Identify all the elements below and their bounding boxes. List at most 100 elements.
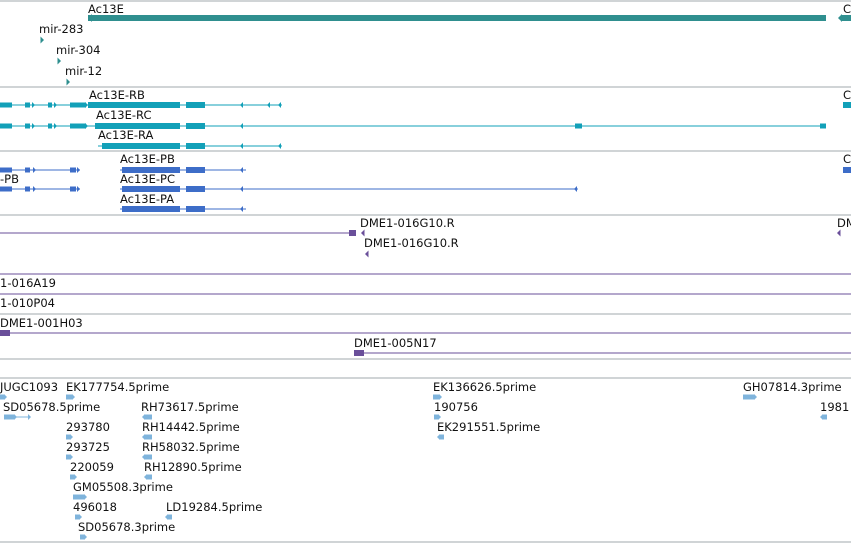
feature-label[interactable]: SD05678.5prime	[3, 400, 101, 414]
est-feature[interactable]	[75, 514, 79, 520]
feature-label[interactable]: mir-283	[39, 22, 84, 36]
feature-label[interactable]: DME1-016G10.R	[364, 236, 459, 250]
feature-label[interactable]: RH58032.5prime	[142, 440, 240, 454]
exon[interactable]	[95, 123, 180, 129]
feature-label[interactable]: LD19284.5prime	[166, 500, 263, 514]
est-feature[interactable]	[66, 454, 70, 460]
exon[interactable]	[820, 123, 826, 129]
feature-label[interactable]: C	[843, 88, 851, 102]
exon[interactable]	[186, 206, 205, 212]
feature-label[interactable]: Ac13E-RC	[96, 108, 152, 122]
exon[interactable]	[25, 167, 30, 173]
est-feature[interactable]	[147, 474, 152, 480]
feature-label[interactable]: 293725	[66, 440, 110, 454]
exon[interactable]	[70, 102, 86, 108]
feature-label[interactable]: mir-12	[65, 64, 103, 78]
exon[interactable]	[88, 102, 180, 108]
strand-arrow-left-icon	[820, 414, 823, 420]
feature-label[interactable]: Ac13E-PA	[120, 192, 175, 206]
exon[interactable]	[186, 167, 205, 173]
est-feature[interactable]	[743, 394, 754, 400]
exon[interactable]	[186, 143, 205, 149]
exon[interactable]	[0, 167, 12, 173]
feature-label[interactable]: JUGC1093	[0, 380, 59, 394]
feature-label[interactable]: RH12890.5prime	[144, 460, 242, 474]
feature-label[interactable]: Ac13E-PC	[120, 172, 176, 186]
est-feature[interactable]	[66, 394, 72, 400]
feature-label[interactable]: Ac13E-RA	[98, 128, 154, 142]
exon[interactable]	[186, 102, 205, 108]
est-feature[interactable]	[168, 514, 172, 520]
strand-arrow-left-icon	[240, 102, 243, 108]
feature-label[interactable]: 190756	[434, 400, 478, 414]
strand-arrow-right-icon	[70, 454, 73, 460]
exon[interactable]	[575, 123, 582, 129]
exon[interactable]	[70, 167, 76, 173]
feature-label[interactable]: Ac13E-PB	[120, 152, 175, 166]
exon[interactable]	[48, 102, 52, 108]
feature-label[interactable]: RH73617.5prime	[141, 400, 239, 414]
feature-label[interactable]: 1-016A19	[0, 276, 56, 290]
exon[interactable]	[25, 102, 30, 108]
est-feature[interactable]	[70, 474, 74, 480]
exon[interactable]	[122, 167, 180, 173]
feature-label[interactable]: DME1-005N17	[354, 336, 437, 350]
exon[interactable]	[843, 102, 851, 108]
strand-arrow-right-icon	[74, 474, 77, 480]
est-feature[interactable]	[145, 454, 152, 460]
exon[interactable]	[122, 206, 180, 212]
exon[interactable]	[0, 186, 12, 192]
exon[interactable]	[70, 186, 76, 192]
feature-label[interactable]: Ac13E	[88, 2, 124, 16]
clone-end[interactable]	[349, 230, 356, 236]
feature-label[interactable]: EK136626.5prime	[433, 380, 537, 394]
feature-label[interactable]: DME1-016G10.R	[360, 216, 455, 230]
feature-label[interactable]: 1981	[820, 400, 850, 414]
feature-label[interactable]: 293780	[66, 420, 110, 434]
feature-label[interactable]: GH07814.3prime	[743, 380, 842, 394]
feature-label[interactable]: Ac13E-RB	[89, 88, 145, 102]
exon[interactable]	[186, 123, 205, 129]
exon[interactable]	[0, 102, 12, 108]
feature-label[interactable]: DME1-001H03	[0, 316, 83, 330]
est-feature[interactable]	[80, 534, 84, 540]
est-feature[interactable]	[0, 394, 4, 400]
gene-feature[interactable]	[88, 15, 826, 21]
feature-label[interactable]: -PB	[0, 172, 19, 186]
exon[interactable]	[0, 123, 12, 129]
est-feature[interactable]	[440, 434, 444, 440]
est-feature[interactable]	[73, 494, 84, 500]
feature-label[interactable]: 220059	[70, 460, 114, 474]
feature-label[interactable]: 1-010P04	[0, 296, 55, 310]
feature-label[interactable]: GM05508.3prime	[73, 480, 173, 494]
exon[interactable]	[25, 123, 30, 129]
est-feature[interactable]	[433, 394, 439, 400]
feature-label[interactable]: C	[843, 2, 851, 16]
exon[interactable]	[70, 123, 86, 129]
exon[interactable]	[186, 186, 205, 192]
clone-end[interactable]	[354, 350, 364, 356]
est-feature[interactable]	[145, 434, 152, 440]
exon[interactable]	[122, 186, 180, 192]
exon[interactable]	[25, 186, 30, 192]
feature-label[interactable]: SD05678.3prime	[78, 520, 176, 534]
est-feature[interactable]	[823, 414, 827, 420]
est-feature[interactable]	[66, 434, 70, 440]
strand-arrow-right-icon	[54, 123, 57, 129]
feature-label[interactable]: DM	[837, 216, 851, 230]
clone-end-left-icon	[837, 229, 841, 237]
exon[interactable]	[102, 143, 180, 149]
exon[interactable]	[843, 167, 851, 173]
est-feature[interactable]	[145, 414, 152, 420]
feature-label[interactable]: C	[843, 152, 851, 166]
exon[interactable]	[48, 123, 52, 129]
clone-end[interactable]	[0, 330, 10, 336]
feature-label[interactable]: mir-304	[56, 43, 101, 57]
feature-label[interactable]: EK177754.5prime	[66, 380, 170, 394]
gene-feature[interactable]	[842, 15, 851, 21]
est-feature[interactable]	[434, 414, 438, 420]
feature-label[interactable]: RH14442.5prime	[142, 420, 240, 434]
feature-label[interactable]: EK291551.5prime	[437, 420, 541, 434]
est-feature[interactable]	[4, 414, 14, 420]
feature-label[interactable]: 496018	[73, 500, 117, 514]
